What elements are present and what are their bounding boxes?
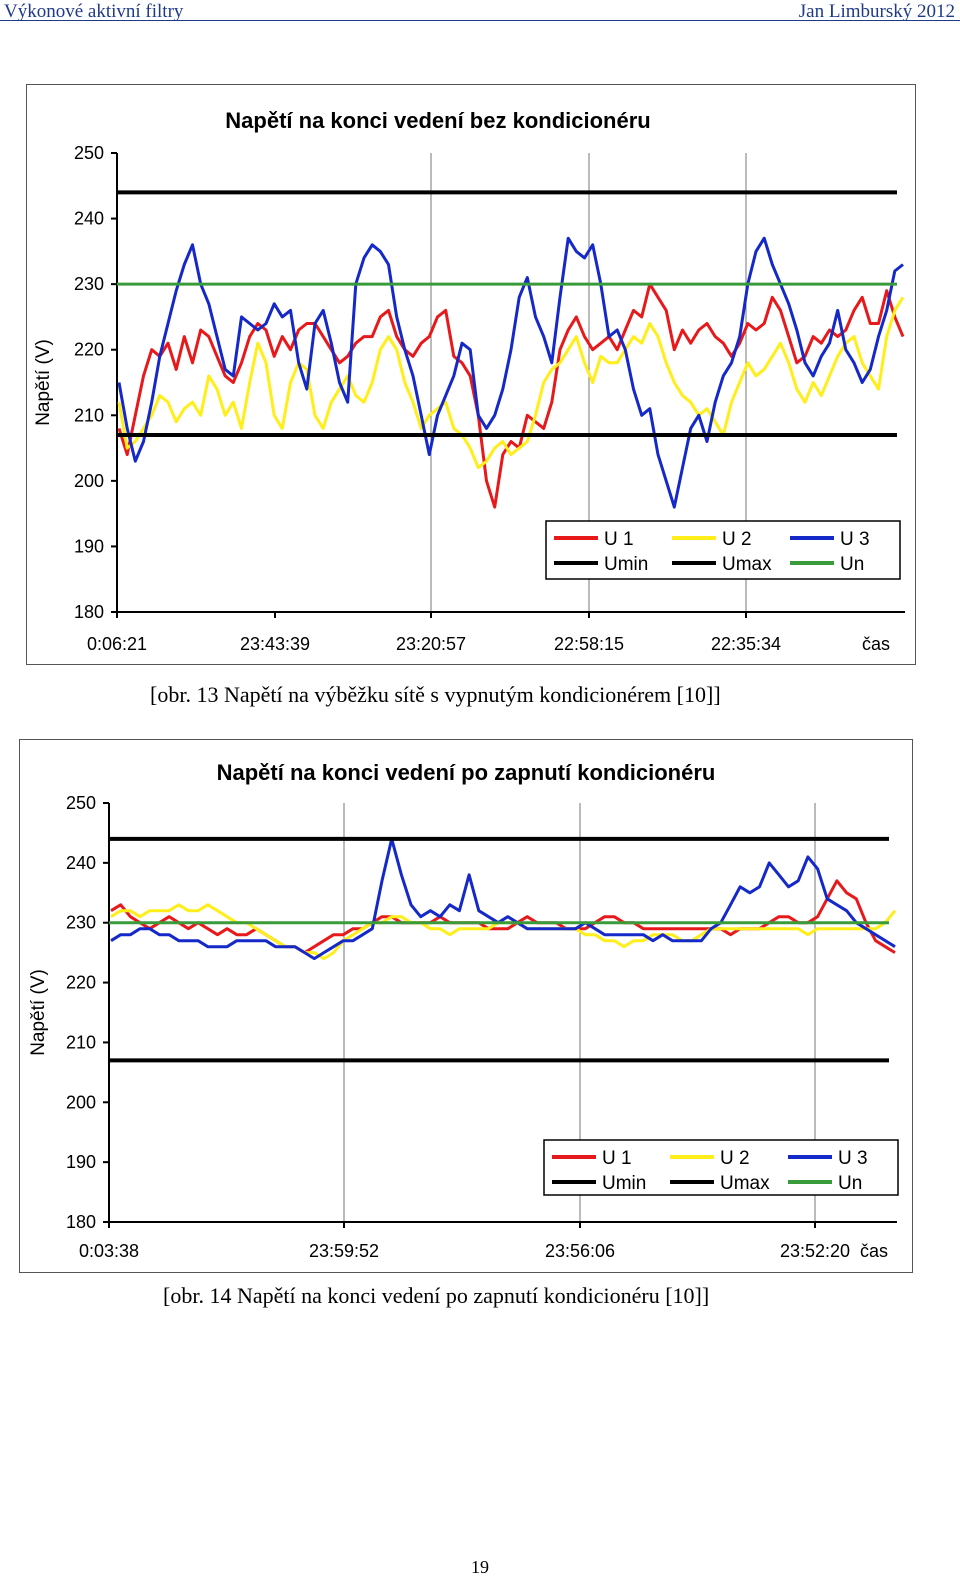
- chart-2-series-u2: [110, 903, 897, 961]
- chart-1-legend-label-0: U 1: [604, 529, 634, 550]
- chart-2-legend-label-1: U 2: [720, 1148, 750, 1169]
- chart-1-legend-label-4: Umax: [722, 554, 772, 575]
- page-number: 19: [471, 1557, 489, 1577]
- chart-2-ytick-label-5: 200: [66, 1092, 96, 1112]
- header-rule: [0, 20, 960, 21]
- chart-2-xtick-label-2: 23:56:06: [545, 1241, 615, 1261]
- chart-1-legend-label-1: U 2: [722, 529, 752, 550]
- chart-1-ytick-label-4: 210: [74, 405, 104, 425]
- chart-1-legend-label-3: Umin: [604, 554, 648, 575]
- chart-2-xtick-label-0: 0:03:38: [79, 1241, 139, 1261]
- chart-2-ytick-label-6: 190: [66, 1152, 96, 1172]
- chart-1-legend-label-2: U 3: [840, 529, 870, 550]
- chart-1-ytick-label-1: 240: [74, 209, 104, 229]
- chart-2-xtick-label-3: 23:52:20: [780, 1241, 850, 1261]
- header-author-year: Jan Limburský 2012: [798, 1, 955, 22]
- chart-1-frame: Napětí na konci vedení bez kondicionéru 2…: [26, 84, 916, 665]
- chart-1-legend-label-5: Un: [840, 554, 864, 575]
- chart-2-series-u3: [110, 837, 896, 961]
- chart-1-svg: Napětí na konci vedení bez kondicionéru 2…: [33, 108, 905, 654]
- chart-2-ytick-label-3: 220: [66, 973, 96, 993]
- chart-2-ytick-label-7: 180: [66, 1212, 96, 1232]
- chart-1-legend: U 1 U 2 U 3 Umin Umax Un: [545, 520, 901, 580]
- chart-1-ytick-label-2: 230: [74, 274, 104, 294]
- chart-2-title: Napětí na konci vedení po zapnutí kondic…: [217, 760, 716, 785]
- chart-2-legend-label-5: Un: [838, 1173, 862, 1194]
- chart-1-ylabel: Napětí (V): [33, 339, 54, 426]
- figure-14-caption: [obr. 14 Napětí na konci vedení po zapnu…: [163, 1283, 710, 1308]
- chart-1-xlabel: čas: [862, 634, 890, 654]
- chart-2-legend-box: [543, 1139, 899, 1196]
- chart-1-xtick-label-1: 23:43:39: [240, 634, 310, 654]
- figure-13-caption: [obr. 13 Napětí na výběžku sítě s vypnut…: [150, 682, 721, 707]
- chart-1-xtick-label-3: 22:58:15: [554, 634, 624, 654]
- chart-2-svg: Napětí na konci vedení po zapnutí kondic…: [28, 760, 899, 1261]
- chart-2-ytick-label-0: 250: [66, 793, 96, 813]
- chart-2-legend-label-2: U 3: [838, 1148, 868, 1169]
- chart-2-legend: U 1 U 2 U 3 Umin Umax Un: [543, 1139, 899, 1196]
- chart-1-series-u1: [117, 282, 905, 509]
- chart-2-ytick-label-2: 230: [66, 913, 96, 933]
- chart-1-xtick-label-0: 0:06:21: [87, 634, 147, 654]
- chart-1-ytick-label-0: 250: [74, 143, 104, 163]
- chart-2-ylabel: Napětí (V): [28, 969, 49, 1056]
- header-doc-title: Výkonové aktivní filtry: [4, 1, 184, 22]
- chart-2-legend-label-4: Umax: [720, 1173, 770, 1194]
- chart-1-ytick-label-5: 200: [74, 471, 104, 491]
- chart-1-ytick-label-7: 180: [74, 602, 104, 622]
- chart-2-legend-label-3: Umin: [602, 1173, 646, 1194]
- chart-1-series-u2: [117, 296, 905, 470]
- chart-1-ytick-label-3: 220: [74, 340, 104, 360]
- chart-2-ytick-label-4: 210: [66, 1032, 96, 1052]
- chart-1-title: Napětí na konci vedení bez kondicionéru: [225, 108, 650, 133]
- chart-2-frame: Napětí na konci vedení po zapnutí kondic…: [19, 739, 913, 1273]
- chart-2-legend-label-0: U 1: [602, 1148, 632, 1169]
- chart-1-xtick-label-2: 23:20:57: [396, 634, 466, 654]
- chart-2-series-u1: [110, 879, 896, 955]
- chart-2-xtick-label-1: 23:59:52: [309, 1241, 379, 1261]
- chart-1-series-u3: [117, 236, 904, 509]
- page-header: Výkonové aktivní filtry Jan Limburský 20…: [0, 0, 960, 22]
- chart-1-xtick-label-4: 22:35:34: [711, 634, 781, 654]
- chart-1-legend-box: [545, 520, 901, 580]
- chart-2-xlabel: čas: [860, 1241, 888, 1261]
- chart-1-ytick-label-6: 190: [74, 536, 104, 556]
- chart-2-ytick-label-1: 240: [66, 853, 96, 873]
